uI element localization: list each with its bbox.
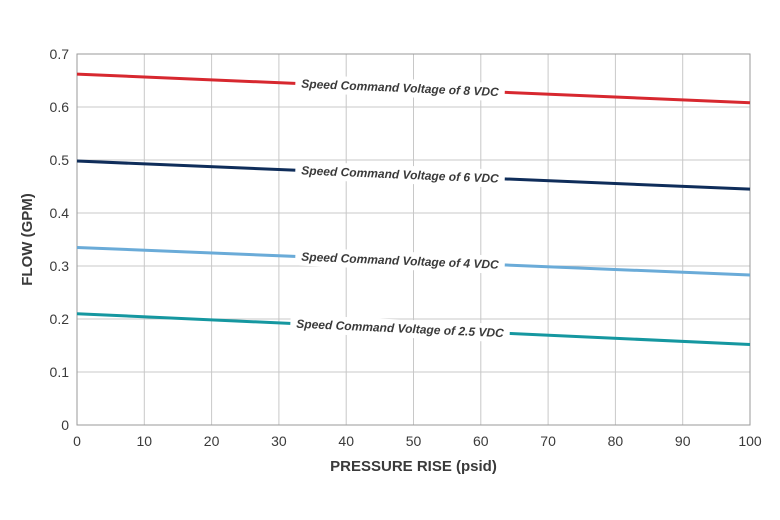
series-label-group-3: Speed Command Voltage of 2.5 VDC — [289, 314, 511, 343]
x-tick-label: 0 — [73, 433, 81, 449]
y-tick-label: 0.7 — [50, 46, 70, 62]
x-tick-label: 50 — [406, 433, 422, 449]
series-label-group-2: Speed Command Voltage of 4 VDC — [294, 247, 506, 274]
y-tick-label: 0.3 — [50, 258, 70, 274]
plot-frame — [76, 53, 751, 426]
x-tick-label: 10 — [137, 433, 153, 449]
series-label-background-1 — [294, 161, 506, 188]
series-label-background-3 — [289, 314, 511, 343]
y-tick-label: 0.2 — [50, 311, 70, 327]
x-tick-label: 90 — [675, 433, 691, 449]
x-tick-label: 30 — [271, 433, 287, 449]
x-tick-label: 100 — [738, 433, 762, 449]
series-label-background-2 — [294, 247, 506, 274]
grid-layer — [76, 53, 751, 426]
x-tick-label: 60 — [473, 433, 489, 449]
y-axis-title: FLOW (GPM) — [19, 193, 36, 285]
y-tick-label: 0.6 — [50, 99, 70, 115]
series-label-background-0 — [294, 74, 506, 102]
x-axis-title: PRESSURE RISE (psid) — [330, 458, 497, 475]
y-tick-label: 0.1 — [50, 364, 70, 380]
series-label-group-1: Speed Command Voltage of 6 VDC — [294, 161, 506, 188]
tick-label-layer: 0 10 20 30 40 50 60 70 80 90 100 0 0.1 0.2 0.3 0.4 0.5 0.… — [50, 46, 762, 449]
y-tick-label: 0.5 — [50, 152, 70, 168]
y-tick-label: 0.4 — [50, 205, 70, 221]
x-tick-label: 20 — [204, 433, 220, 449]
series-label-group-0: Speed Command Voltage of 8 VDC — [294, 74, 506, 102]
x-tick-label: 80 — [608, 433, 624, 449]
x-tick-label: 40 — [338, 433, 354, 449]
y-tick-label: 0 — [61, 417, 69, 433]
x-tick-label: 70 — [540, 433, 556, 449]
series-label-layer: Speed Command Voltage of 8 VDC Speed Comm… — [289, 74, 511, 343]
